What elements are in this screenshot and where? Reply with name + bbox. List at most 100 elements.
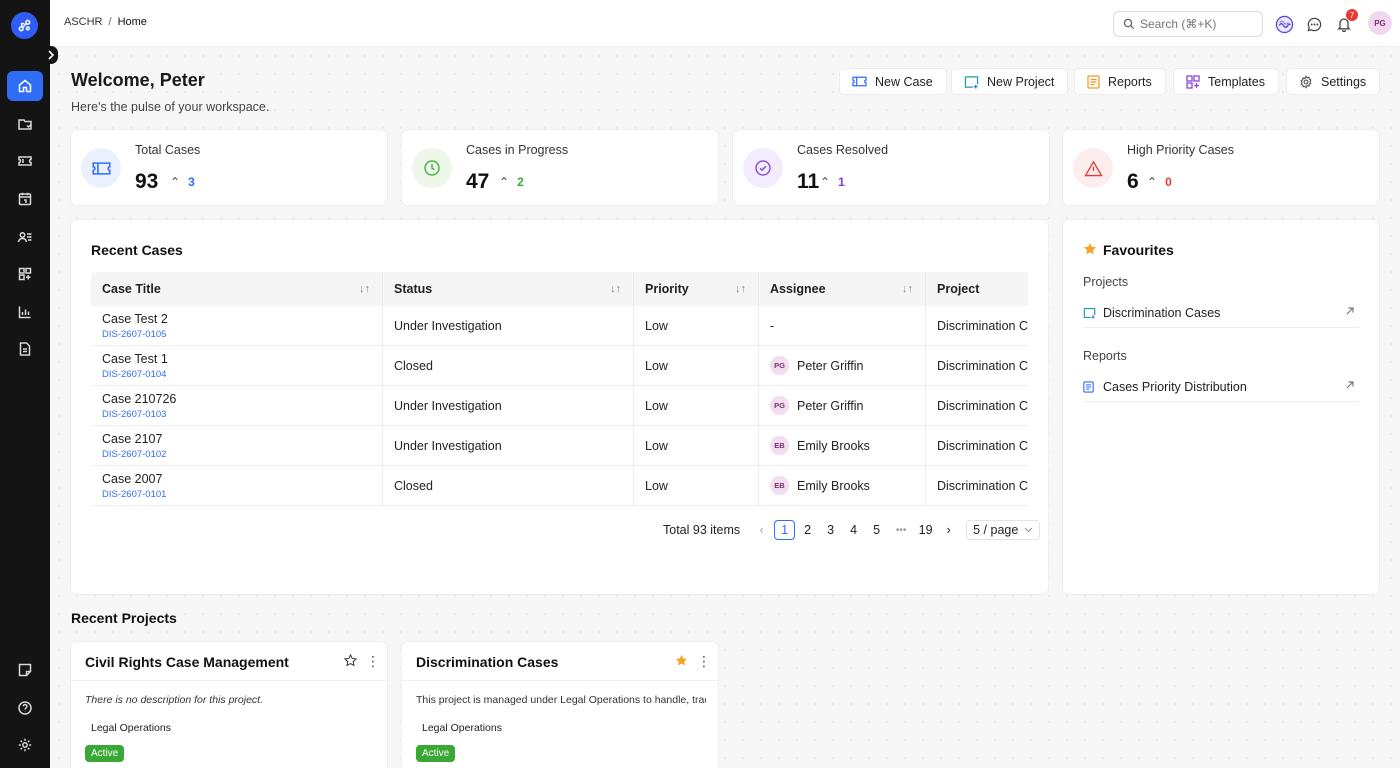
stat-delta: ⌃ 3 — [170, 175, 195, 189]
column-header-case-title[interactable]: Case Title ↓↑ — [91, 272, 383, 306]
page-button[interactable]: 5 — [873, 523, 881, 537]
case-title[interactable]: Case 210726 — [102, 391, 177, 406]
nav-apps-icon[interactable] — [0, 257, 50, 291]
stat-label: Total Cases — [135, 143, 201, 157]
column-header-label: Priority — [645, 282, 689, 296]
project-card-title[interactable]: Civil Rights Case Management — [85, 654, 289, 670]
breadcrumb-root[interactable]: ASCHR — [64, 16, 103, 28]
project-card-title[interactable]: Discrimination Cases — [416, 654, 559, 670]
favourites-card: Favourites Projects Discrimination Cases… — [1063, 220, 1379, 594]
nav-notes-icon[interactable] — [0, 653, 50, 687]
chat-icon[interactable] — [1304, 14, 1324, 34]
nav-settings-gear-icon[interactable] — [0, 728, 50, 762]
case-title[interactable]: Case Test 1 — [102, 351, 168, 366]
prev-page-chevron-icon[interactable]: ‹ — [759, 523, 764, 537]
gear-icon — [1300, 74, 1312, 89]
project-card[interactable]: Civil Rights Case Management ⋮ There is … — [71, 642, 387, 768]
column-header-assignee[interactable]: Assignee ↓↑ — [759, 272, 926, 306]
stat-delta: ⌃ 0 — [1147, 175, 1172, 189]
next-page-chevron-icon[interactable]: › — [946, 523, 951, 537]
case-id-link[interactable]: DIS-2607-0102 — [102, 448, 167, 460]
reports-button[interactable]: Reports — [1074, 68, 1166, 95]
ai-assistant-icon[interactable] — [1274, 14, 1294, 34]
star-outline-icon[interactable] — [344, 654, 357, 667]
column-header-status[interactable]: Status ↓↑ — [383, 272, 634, 306]
sort-icon[interactable]: ↓↑ — [902, 283, 913, 295]
favourites-title: Favourites — [1103, 242, 1174, 258]
case-title-cell[interactable]: Case 2007 DIS-2607-0101 — [91, 466, 383, 505]
table-row[interactable]: Case 2107 DIS-2607-0102 Under Investigati… — [91, 426, 1028, 466]
table-row[interactable]: Case Test 1 DIS-2607-0104 Closed Low PG Pe… — [91, 346, 1028, 386]
star-filled-icon[interactable] — [675, 654, 688, 667]
stat-delta-value: 2 — [517, 175, 524, 189]
stat-card-resolved[interactable]: Cases Resolved 11 ⌃ 1 — [733, 130, 1049, 205]
page-button-last[interactable]: 19 — [918, 523, 933, 537]
stat-label: Cases Resolved — [797, 143, 889, 157]
table-row[interactable]: Case 210726 DIS-2607-0103 Under Investiga… — [91, 386, 1028, 426]
user-avatar[interactable]: PG — [1368, 11, 1392, 35]
page-button[interactable]: 1 — [774, 520, 796, 540]
stat-card-total-cases[interactable]: Total Cases 93 ⌃ 3 — [71, 130, 387, 205]
stat-label: High Priority Cases — [1127, 143, 1234, 157]
settings-button[interactable]: Settings — [1286, 68, 1381, 95]
column-header-priority[interactable]: Priority ↓↑ — [634, 272, 759, 306]
column-header-project[interactable]: Project — [926, 272, 1028, 306]
case-title[interactable]: Case Test 2 — [102, 311, 168, 326]
sidebar-expand-chevron-icon[interactable] — [44, 46, 58, 64]
project-card[interactable]: Discrimination Cases ⋮ This project is m… — [402, 642, 718, 768]
main-content: Welcome, Peter Here's the pulse of your … — [50, 47, 1400, 768]
nav-calendar-icon[interactable] — [0, 182, 50, 216]
nav-tickets-icon[interactable] — [0, 144, 50, 178]
search-box[interactable] — [1113, 11, 1263, 37]
case-id-link[interactable]: DIS-2607-0103 — [102, 408, 167, 420]
sort-icon[interactable]: ↓↑ — [359, 283, 370, 295]
nav-analytics-icon[interactable] — [0, 295, 50, 329]
page-button[interactable]: 4 — [850, 523, 858, 537]
assignee-avatar: PG — [770, 356, 789, 375]
favourite-report-item[interactable]: Cases Priority Distribution — [1083, 372, 1359, 402]
templates-button[interactable]: Templates — [1173, 68, 1279, 95]
case-title-cell[interactable]: Case Test 2 DIS-2607-0105 — [91, 306, 383, 345]
search-input[interactable] — [1140, 17, 1250, 31]
arrow-up-icon: ⌃ — [170, 175, 181, 189]
stat-card-high-priority[interactable]: High Priority Cases 6 ⌃ 0 — [1063, 130, 1379, 205]
nav-home[interactable] — [0, 69, 50, 103]
project-cell: Discrimination Cases — [937, 398, 1028, 413]
case-title[interactable]: Case 2107 — [102, 431, 163, 446]
sort-icon[interactable]: ↓↑ — [735, 283, 746, 295]
new-project-button[interactable]: New Project — [951, 68, 1069, 95]
page-button[interactable]: 2 — [804, 523, 812, 537]
table-row[interactable]: Case 2007 DIS-2607-0101 Closed Low EB Emil… — [91, 466, 1028, 506]
stat-card-in-progress[interactable]: Cases in Progress 47 ⌃ 2 — [402, 130, 718, 205]
project-cell: Discrimination Cases — [937, 318, 1028, 333]
notification-count-badge: 7 — [1346, 9, 1358, 21]
page-ellipsis[interactable]: ••• — [895, 524, 907, 536]
nav-users-icon[interactable] — [0, 220, 50, 254]
recent-cases-table: Case Title ↓↑ Status ↓↑ Priority ↓↑ Assigne… — [91, 272, 1028, 508]
page-button[interactable]: 3 — [827, 523, 835, 537]
nav-help-icon[interactable] — [0, 691, 50, 725]
nav-documents-icon[interactable] — [0, 332, 50, 366]
new-case-button[interactable]: New Case — [839, 68, 947, 95]
app-logo[interactable] — [11, 12, 38, 39]
nav-cases-inbox-icon[interactable] — [0, 107, 50, 141]
bell-icon[interactable] — [1334, 14, 1354, 34]
ticket-icon — [852, 76, 867, 87]
more-options-icon[interactable]: ⋮ — [697, 653, 711, 669]
case-title-cell[interactable]: Case Test 1 DIS-2607-0104 — [91, 346, 383, 385]
sort-icon[interactable]: ↓↑ — [610, 283, 621, 295]
table-row[interactable]: Case Test 2 DIS-2607-0105 Under Investiga… — [91, 306, 1028, 346]
case-title-cell[interactable]: Case 210726 DIS-2607-0103 — [91, 386, 383, 425]
case-title[interactable]: Case 2007 — [102, 471, 163, 486]
open-link-arrow-icon[interactable] — [1345, 306, 1355, 316]
case-title-cell[interactable]: Case 2107 DIS-2607-0102 — [91, 426, 383, 465]
page-size-select[interactable]: 5 / page — [966, 520, 1041, 540]
open-link-arrow-icon[interactable] — [1345, 380, 1355, 390]
case-id-link[interactable]: DIS-2607-0105 — [102, 328, 167, 340]
favourite-project-item[interactable]: Discrimination Cases — [1083, 298, 1359, 328]
more-options-icon[interactable]: ⋮ — [366, 653, 380, 669]
favourite-project-name: Discrimination Cases — [1103, 305, 1221, 320]
column-header-label: Status — [394, 282, 433, 296]
case-id-link[interactable]: DIS-2607-0104 — [102, 368, 167, 380]
case-id-link[interactable]: DIS-2607-0101 — [102, 488, 167, 500]
